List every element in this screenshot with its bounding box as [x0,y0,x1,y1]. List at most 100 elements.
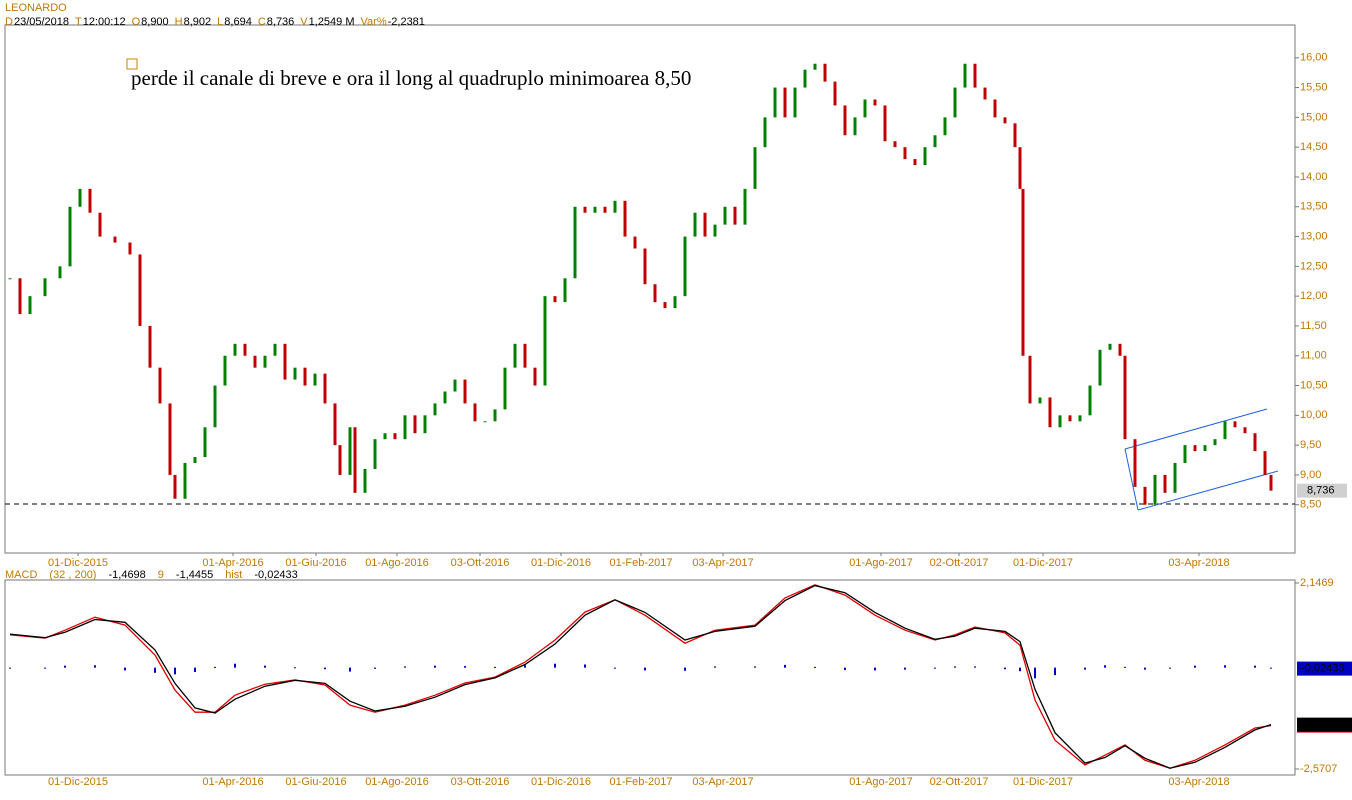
candle [313,373,317,386]
hist-bar [404,666,406,668]
candle [58,266,62,279]
candle [1269,474,1273,491]
candle [1213,439,1217,446]
legend-value: -0,02433 [254,569,297,581]
field-value: 23/05/2018 [14,16,69,28]
candle [243,343,247,356]
candle [173,474,177,499]
hist-bar [1054,667,1056,676]
field-key: C [258,16,266,28]
y-tick-label: 11,50 [1300,320,1327,332]
hist-bar [614,667,616,669]
candle [803,69,807,88]
candle [553,296,557,303]
candle [113,236,117,243]
x-tick-label: 01-Dic-2016 [531,776,591,788]
candle [1233,421,1237,428]
candle [843,105,847,136]
y-tick-label: 10,00 [1300,409,1328,421]
hist-bar [9,667,11,669]
hist-bar [44,667,46,669]
macd-line [9,584,1272,769]
candle [168,403,172,475]
x-tick-label: 01-Dic-2015 [48,776,108,788]
candle [1153,474,1157,505]
candle [323,373,327,404]
hist-bar [1084,667,1086,670]
candle [973,63,977,88]
candle [963,63,967,88]
legend-value: -1,4698 [108,569,145,581]
candle [353,427,357,493]
x-tick-label: 03-Apr-2018 [1168,776,1229,788]
candle [88,188,92,213]
candle [723,206,727,225]
candle [673,296,677,309]
hist-bar [374,667,376,669]
candle [603,206,607,213]
hist-bar [94,665,96,668]
hist-bar [1270,667,1272,669]
channel-line [1124,448,1139,511]
hist-bar [584,664,586,668]
y-tick-label: 13,50 [1300,201,1328,213]
x-tick-label: 01-Dic-2015 [48,557,108,569]
x-tick-label: 01-Feb-2017 [610,557,673,569]
hist-bar [754,666,756,668]
candle [1098,349,1102,386]
hist-bar [1254,665,1256,668]
candle [1263,451,1267,475]
candle [203,427,207,458]
channel-line [1124,408,1268,450]
hist-bar [124,667,126,671]
legend-name: 9 [158,569,164,581]
macd-frame [4,579,1296,776]
hist-bar [214,666,216,668]
channel-line [1137,470,1279,511]
field-key: H [175,16,183,28]
hist-bar [1194,665,1196,668]
field-value: 8,694 [224,16,252,28]
field-value: 8,736 [267,16,295,28]
candle [128,242,132,255]
last-price-label: 8,736 [1307,485,1335,497]
candle [953,87,957,118]
candle [853,117,857,136]
candle [193,457,197,464]
candle [993,99,997,118]
candle [1078,415,1082,422]
x-tick-label: 02-Ott-2017 [930,776,989,788]
x-tick-label: 03-Apr-2017 [692,557,753,569]
candle [433,403,437,416]
candle [1088,385,1092,416]
candle [1193,445,1197,452]
candle [503,367,507,410]
candle [663,302,667,309]
x-tick-label: 01-Ago-2016 [365,776,429,788]
candle [1183,445,1187,464]
hist-bar [434,665,436,668]
candle [483,421,487,423]
y-tick-label: 9,00 [1300,469,1321,481]
candle [293,367,297,380]
candle [273,343,277,356]
y-tick-label: 12,00 [1300,290,1328,302]
hist-bar [154,667,156,673]
candle [693,212,697,237]
hist-bar [349,667,351,672]
candle [583,206,587,213]
field-key: V [300,16,308,28]
hist-bar [1124,666,1126,668]
candle [753,147,757,189]
y-tick-label: 15,00 [1300,111,1328,123]
candle [148,325,152,368]
candle [158,367,162,404]
x-tick-label: 01-Apr-2016 [202,776,263,788]
candle [1018,147,1022,189]
candle [573,206,577,279]
candle [138,254,142,326]
candle [1253,433,1257,452]
candle [383,433,387,440]
candle [338,445,342,475]
